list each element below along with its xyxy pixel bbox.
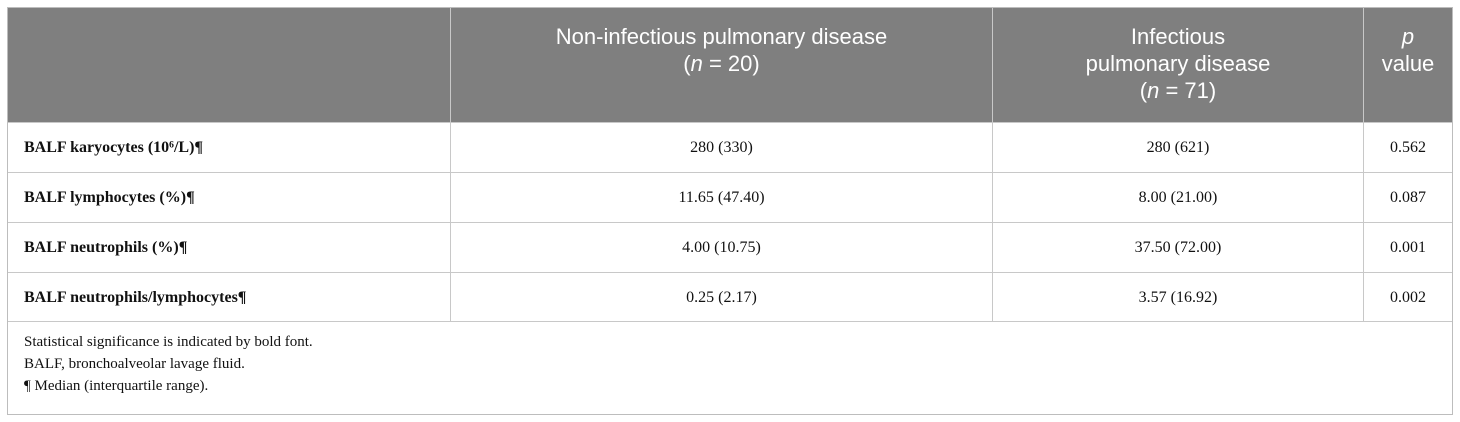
header-text: Infectious: [1130, 24, 1226, 49]
footnote: ¶ Median (interquartile range).: [24, 378, 209, 394]
footnote: Statistical significance is indicated by…: [24, 334, 313, 350]
header-text: n: [690, 51, 703, 76]
row-label: BALF neutrophils (%)¶: [24, 239, 188, 256]
cell: 3.57 (16.92): [992, 273, 1363, 322]
table: Non-infectious pulmonary disease (n = 20…: [7, 7, 1453, 415]
row-label: BALF lymphocytes (%)¶: [24, 189, 195, 206]
table-row: BALF neutrophils (%)¶ 4.00 (10.75) 37.50 (…: [8, 222, 1452, 273]
table-row: BALF lymphocytes (%)¶ 11.65 (47.40) 8.00 (…: [8, 172, 1452, 223]
cell: 280 (621): [992, 123, 1363, 172]
cell: 280 (330): [450, 123, 992, 172]
cell: 0.087: [1363, 173, 1452, 222]
cell: 4.00 (10.75): [450, 223, 992, 272]
header-cell: [8, 8, 450, 122]
header-line: Non-infectious pulmonary disease: [451, 23, 992, 50]
header-line: Infectious: [993, 23, 1363, 50]
cell: 8.00 (21.00): [992, 173, 1363, 222]
header-text: = 20): [702, 51, 760, 76]
header-text: pulmonary disease: [1085, 51, 1271, 76]
cell: 0.002: [1363, 273, 1452, 322]
cell: 0.25 (2.17): [450, 273, 992, 322]
table-row: BALF neutrophils/lymphocytes¶ 0.25 (2.17)…: [8, 272, 1452, 323]
header-text: n: [1147, 78, 1160, 103]
header-line: (n = 20): [451, 50, 992, 77]
header-text: (: [683, 51, 691, 76]
cell: 11.65 (47.40): [450, 173, 992, 222]
header-line: value: [1364, 50, 1452, 77]
header-cell: p value: [1363, 8, 1452, 122]
cell: 0.001: [1363, 223, 1452, 272]
header-text: (: [1139, 78, 1148, 103]
header-text: p: [1401, 24, 1415, 49]
row-label: BALF neutrophils/lymphocytes¶: [24, 289, 247, 306]
header-line: p: [1364, 23, 1452, 50]
cell: 37.50 (72.00): [992, 223, 1363, 272]
header-line: (n = 71): [993, 77, 1363, 104]
header-cell: Infectious pulmonary disease (n = 71): [992, 8, 1363, 122]
footnotes: Statistical significance is indicated by…: [8, 321, 1452, 414]
header-text: Non-infectious pulmonary disease: [555, 24, 888, 49]
footnote: BALF, bronchoalveolar lavage fluid.: [24, 356, 245, 372]
cell: 0.562: [1363, 123, 1452, 172]
row-label: BALF karyocytes (10⁶/L)¶: [24, 139, 204, 156]
header-line: pulmonary disease: [993, 50, 1363, 77]
header-text: value: [1381, 51, 1435, 76]
table-row: BALF karyocytes (10⁶/L)¶ 280 (330) 280 (62…: [8, 122, 1452, 173]
header-cell: Non-infectious pulmonary disease (n = 20…: [450, 8, 992, 122]
header-text: = 71): [1159, 78, 1217, 103]
